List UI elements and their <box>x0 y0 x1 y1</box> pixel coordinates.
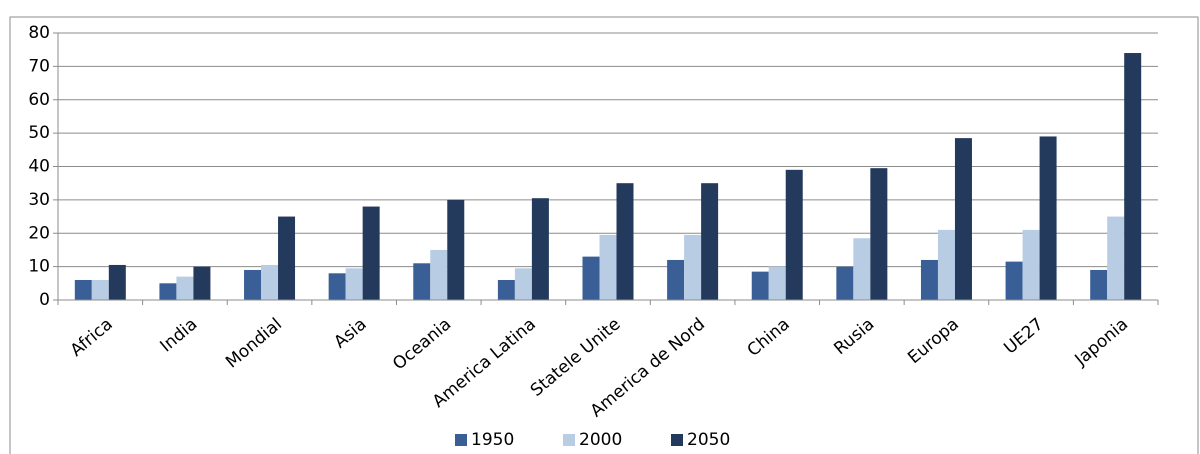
bar <box>853 238 871 300</box>
bar <box>616 183 634 300</box>
bar <box>1022 229 1040 300</box>
bar <box>328 273 346 300</box>
bar <box>430 249 448 300</box>
bar <box>599 234 617 300</box>
legend-swatch <box>563 434 575 446</box>
legend-label: 1950 <box>471 430 514 450</box>
bar <box>261 264 279 300</box>
bar <box>1039 136 1057 300</box>
legend-label: 2050 <box>687 430 730 450</box>
bar <box>785 169 803 300</box>
legend-label: 2000 <box>579 430 622 450</box>
y-tick-label: 60 <box>28 90 50 110</box>
bar <box>836 266 854 300</box>
bar <box>684 234 702 300</box>
bar <box>244 269 262 300</box>
bar <box>667 259 685 300</box>
bar <box>1005 261 1023 300</box>
bar <box>447 199 465 300</box>
y-tick-label: 30 <box>28 190 50 210</box>
legend-swatch <box>671 434 683 446</box>
bar <box>345 268 363 300</box>
bar <box>768 266 786 300</box>
bar <box>74 279 92 300</box>
bar <box>514 268 532 300</box>
bar <box>701 183 719 300</box>
bar <box>1090 269 1108 300</box>
bar <box>531 198 549 300</box>
y-tick-label: 40 <box>28 157 50 177</box>
bar <box>1107 216 1125 300</box>
bar <box>91 279 109 300</box>
y-tick-label: 80 <box>28 23 50 43</box>
bar <box>193 266 211 300</box>
y-tick-label: 70 <box>28 56 50 76</box>
bar <box>954 138 972 300</box>
y-tick-label: 50 <box>28 123 50 143</box>
bar <box>159 283 177 300</box>
bar <box>751 271 769 300</box>
bar <box>176 276 194 300</box>
bar <box>413 263 431 300</box>
y-tick-label: 20 <box>28 223 50 243</box>
bar <box>920 259 938 300</box>
bar <box>1124 53 1142 301</box>
legend-swatch <box>455 434 467 446</box>
bar <box>497 279 515 300</box>
bar <box>937 229 955 300</box>
bar <box>108 264 126 300</box>
y-tick-label: 10 <box>28 257 50 277</box>
bar <box>582 256 600 300</box>
bar <box>362 206 380 300</box>
bar <box>870 168 888 300</box>
y-tick-label: 0 <box>39 290 50 310</box>
bar <box>278 216 296 300</box>
